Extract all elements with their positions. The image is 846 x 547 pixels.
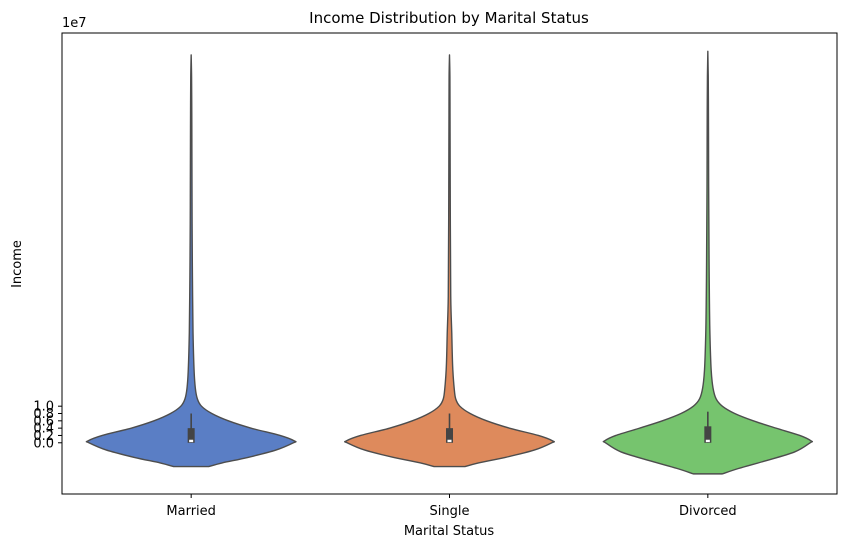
violin-married [85,54,297,468]
chart-title: Income Distribution by Marital Status [309,9,589,27]
y-axis-offset-label: 1e7 [62,16,87,31]
y-tick-label: 1.0 [33,400,54,415]
iqr-box-single [446,428,453,443]
median-marker-married [189,439,194,443]
y-axis-label: Income [10,240,25,288]
y-tick-label: 0.0 [33,436,54,451]
median-marker-single [447,439,452,443]
iqr-box-married [187,428,195,443]
median-marker-divorced [705,439,710,443]
y-axis: 0.00.20.40.60.81.0 [33,400,62,451]
y-tick-label: 0.6 [33,414,54,429]
y-tick-label: 0.8 [33,407,54,422]
x-tick-label-divorced: Divorced [679,504,737,519]
x-tick-label-single: Single [430,504,470,519]
plot-area [85,50,814,475]
x-axis: Married Single Divorced [166,494,737,519]
violin-single [343,54,556,468]
y-tick-label: 0.4 [33,422,54,437]
x-tick-label-married: Married [166,504,216,519]
iqr-box-divorced [704,426,712,443]
y-tick-label: 0.2 [33,429,54,444]
x-axis-label: Marital Status [404,524,495,539]
violin-divorced [602,50,814,475]
